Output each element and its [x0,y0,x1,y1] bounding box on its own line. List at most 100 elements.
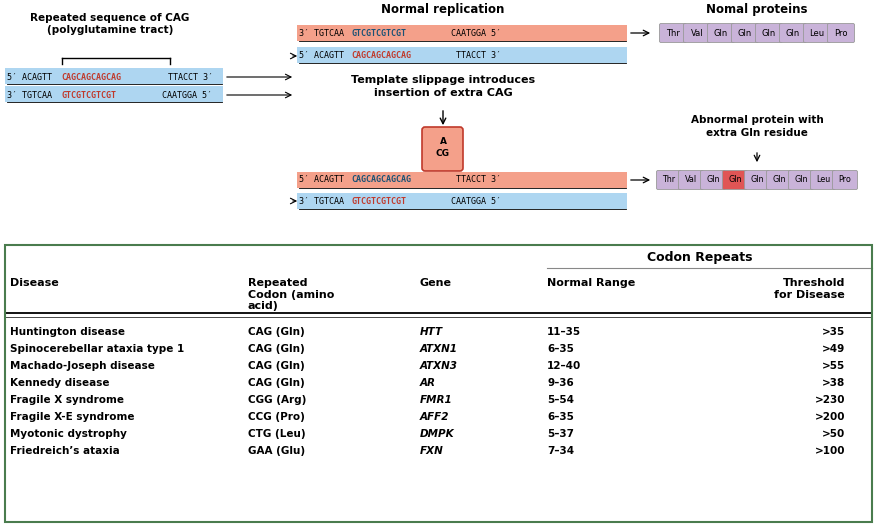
Text: TTACCT 3′: TTACCT 3′ [168,72,213,81]
FancyBboxPatch shape [723,171,747,190]
Text: 3′ TGTCAA: 3′ TGTCAA [299,196,344,205]
Text: CTG (Leu): CTG (Leu) [248,429,305,439]
Text: GTCGTCGTCGT: GTCGTCGTCGT [351,196,406,205]
Text: Val: Val [685,175,697,184]
Text: CAGCAGCAGCAG: CAGCAGCAGCAG [351,52,411,61]
Text: Spinocerebellar ataxia type 1: Spinocerebellar ataxia type 1 [10,344,184,354]
FancyBboxPatch shape [297,172,627,188]
Text: FXN: FXN [420,446,444,456]
FancyBboxPatch shape [745,171,769,190]
Text: 6–35: 6–35 [547,344,574,354]
Text: CGG (Arg): CGG (Arg) [248,395,306,405]
Text: Normal Range: Normal Range [547,278,635,288]
Text: Machado-Joseph disease: Machado-Joseph disease [10,361,155,371]
FancyBboxPatch shape [297,193,627,209]
Text: Gln: Gln [773,175,786,184]
Bar [5,245,872,522]
Text: CAGCAGCAGCAG: CAGCAGCAGCAG [351,175,411,184]
Text: DMPK: DMPK [420,429,454,439]
Text: CAGCAGCAGCAG: CAGCAGCAGCAG [61,72,121,81]
Text: ATXN3: ATXN3 [420,361,458,371]
Text: extra Gln residue: extra Gln residue [706,128,808,138]
FancyBboxPatch shape [657,171,681,190]
Text: Gln: Gln [750,175,764,184]
FancyBboxPatch shape [810,171,836,190]
FancyBboxPatch shape [708,24,735,42]
Text: Repeated sequence of CAG: Repeated sequence of CAG [31,13,189,23]
Text: Nomal proteins: Nomal proteins [706,4,808,16]
FancyBboxPatch shape [660,24,687,42]
Text: >49: >49 [822,344,845,354]
Text: Thr: Thr [666,29,680,37]
Text: AFF2: AFF2 [420,412,450,422]
Text: CCG (Pro): CCG (Pro) [248,412,305,422]
Text: CAG (Gln): CAG (Gln) [248,344,304,354]
Text: Gln: Gln [795,175,808,184]
Text: Disease: Disease [10,278,59,288]
Text: CAATGGA 5′: CAATGGA 5′ [162,90,212,99]
Text: >100: >100 [815,446,845,456]
FancyBboxPatch shape [731,24,759,42]
Text: Gln: Gln [714,29,728,37]
FancyBboxPatch shape [755,24,782,42]
Text: ATXN1: ATXN1 [420,344,458,354]
Text: CAATGGA 5′: CAATGGA 5′ [451,196,501,205]
Text: GAA (Glu): GAA (Glu) [248,446,305,456]
FancyBboxPatch shape [803,24,831,42]
Text: 11–35: 11–35 [547,327,581,337]
Text: CAG (Gln): CAG (Gln) [248,361,304,371]
FancyBboxPatch shape [422,127,463,171]
Text: Pro: Pro [834,29,848,37]
FancyBboxPatch shape [766,171,792,190]
Text: Template slippage introduces: Template slippage introduces [351,75,535,85]
Text: (polyglutamine tract): (polyglutamine tract) [46,25,173,35]
Text: 6–35: 6–35 [547,412,574,422]
Text: >38: >38 [822,378,845,388]
Text: insertion of extra CAG: insertion of extra CAG [374,88,512,98]
FancyBboxPatch shape [297,25,627,41]
Text: CG: CG [436,148,450,157]
Text: HTT: HTT [420,327,443,337]
FancyBboxPatch shape [701,171,725,190]
Text: FMR1: FMR1 [420,395,453,405]
Text: Thr: Thr [662,175,675,184]
Text: Codon Repeats: Codon Repeats [647,251,752,265]
FancyBboxPatch shape [679,171,703,190]
Text: Leu: Leu [809,29,824,37]
Text: >200: >200 [815,412,845,422]
FancyBboxPatch shape [5,86,223,102]
FancyBboxPatch shape [832,171,858,190]
Text: 3′ TGTCAA: 3′ TGTCAA [299,29,344,37]
Text: >55: >55 [822,361,845,371]
Text: Gln: Gln [786,29,800,37]
Text: >230: >230 [815,395,845,405]
Text: A: A [439,137,446,146]
FancyBboxPatch shape [5,68,223,84]
Text: Kennedy disease: Kennedy disease [10,378,110,388]
Text: >35: >35 [822,327,845,337]
Text: Friedreich’s ataxia: Friedreich’s ataxia [10,446,120,456]
FancyBboxPatch shape [780,24,807,42]
Text: 5′ ACAGTT: 5′ ACAGTT [299,52,344,61]
Text: Val: Val [691,29,703,37]
Text: 12–40: 12–40 [547,361,581,371]
Text: 5′ ACAGTT: 5′ ACAGTT [7,72,52,81]
Text: 5′ ACAGTT: 5′ ACAGTT [299,175,344,184]
Text: Gene: Gene [420,278,452,288]
Text: Pro: Pro [838,175,852,184]
Text: Gln: Gln [762,29,776,37]
Text: 5–54: 5–54 [547,395,574,405]
Text: Leu: Leu [816,175,831,184]
Text: CAG (Gln): CAG (Gln) [248,378,304,388]
FancyBboxPatch shape [683,24,710,42]
Text: TTACCT 3′: TTACCT 3′ [456,175,501,184]
Text: Gln: Gln [728,175,742,184]
Text: Fragile X-E syndrome: Fragile X-E syndrome [10,412,134,422]
Text: >50: >50 [822,429,845,439]
Text: Normal replication: Normal replication [381,4,504,16]
Text: 7–34: 7–34 [547,446,574,456]
Text: 3′ TGTCAA: 3′ TGTCAA [7,90,52,99]
Text: Myotonic dystrophy: Myotonic dystrophy [10,429,127,439]
Text: Huntington disease: Huntington disease [10,327,125,337]
FancyBboxPatch shape [828,24,854,42]
